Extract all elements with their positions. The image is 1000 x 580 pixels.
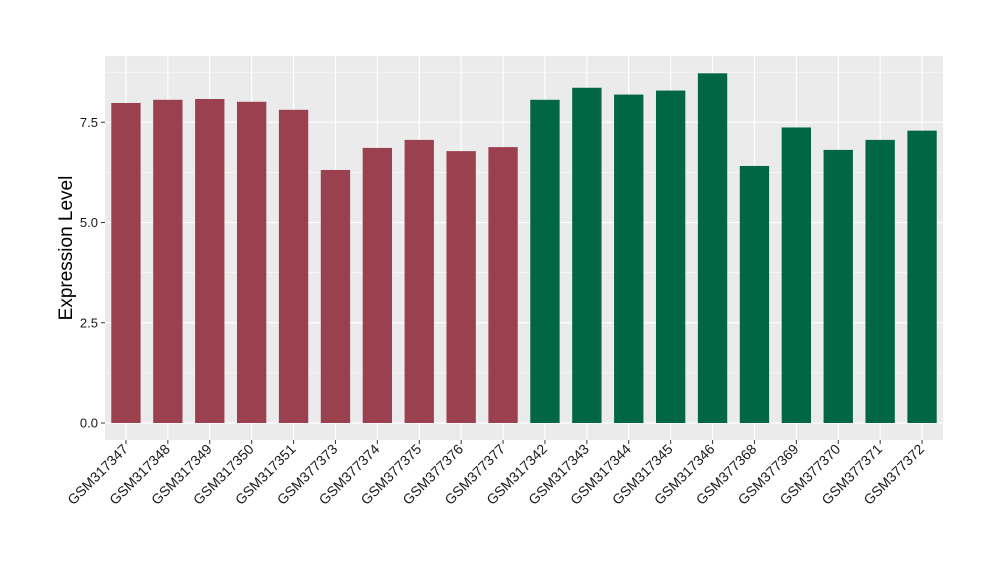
bar-GSM317345 <box>655 90 686 424</box>
bar-GSM317349 <box>195 98 225 423</box>
bar-GSM317348 <box>153 99 183 423</box>
bar-GSM377370 <box>823 149 853 423</box>
bar-GSM317344 <box>614 94 644 424</box>
y-axis-title: Expression Level <box>56 176 77 321</box>
bar-GSM317346 <box>697 73 728 423</box>
bar-GSM377376 <box>446 151 476 423</box>
bar-GSM317347 <box>111 103 141 423</box>
y-tick-label: 0.0 <box>80 416 98 431</box>
bar-GSM377371 <box>865 139 895 424</box>
bar-GSM377374 <box>362 147 393 423</box>
y-tick-label: 2.5 <box>80 315 98 330</box>
bar-GSM377375 <box>404 139 434 424</box>
bar-GSM377373 <box>320 169 351 423</box>
y-axis: 0.0 2.5 5.0 7.5 <box>80 115 105 431</box>
bar-GSM377372 <box>907 130 937 423</box>
bar-GSM317343 <box>572 87 602 423</box>
bars <box>111 73 937 424</box>
bar-GSM317350 <box>236 101 267 423</box>
plot-panel <box>105 56 943 440</box>
y-tick-label: 5.0 <box>80 215 98 230</box>
bar-GSM377369 <box>781 127 812 423</box>
y-tick-label: 7.5 <box>80 115 98 130</box>
bar-GSM317351 <box>278 109 309 423</box>
x-axis: GSM317347GSM317348GSM317349GSM317350GSM3… <box>64 440 927 508</box>
bar-GSM377377 <box>488 147 518 423</box>
bar-GSM377368 <box>739 165 770 424</box>
bar-GSM317342 <box>530 99 560 423</box>
